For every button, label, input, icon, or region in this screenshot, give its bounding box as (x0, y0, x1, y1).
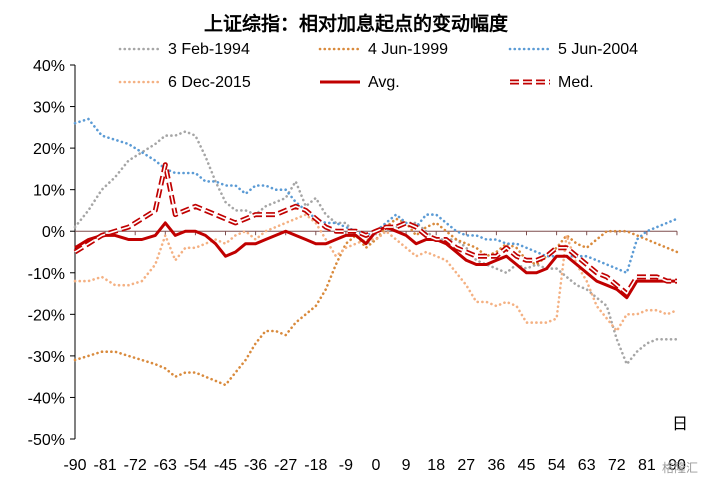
y-tick-label: 0% (42, 224, 65, 241)
y-axis: -50% -40% -30% -20% -10% 0% 10% 20% 30% 40% (28, 58, 75, 449)
x-tick-label: 27 (457, 457, 475, 474)
x-tick-label: -18 (304, 457, 327, 474)
legend-item: 5 Jun-2004 (508, 41, 638, 58)
y-tick-label: 40% (33, 58, 65, 75)
x-tick-label: -54 (184, 457, 207, 474)
legend-label: 5 Jun-2004 (558, 41, 638, 58)
x-tick-label: -63 (154, 457, 177, 474)
y-tick-label: -30% (28, 349, 65, 366)
x-tick-label: -90 (63, 457, 86, 474)
legend-item: Avg. (320, 74, 400, 91)
x-tick-label: 45 (518, 457, 536, 474)
y-tick-label: 20% (33, 141, 65, 158)
x-tick-label: 18 (427, 457, 445, 474)
series-line-4-jun-1999 (73, 217, 679, 387)
legend-item: 3 Feb-1994 (118, 41, 250, 58)
legend-label: 4 Jun-1999 (368, 41, 448, 58)
legend-label: 6 Dec-2015 (168, 74, 251, 91)
x-axis-unit: 日 (672, 414, 688, 433)
series-group (73, 117, 679, 387)
watermark: 格隆汇 (662, 460, 698, 475)
x-tick-label: 63 (578, 457, 596, 474)
x-tick-label: 72 (608, 457, 626, 474)
x-tick-label: 90 (668, 457, 686, 474)
x-tick-label: 54 (548, 457, 566, 474)
y-tick-label: -10% (28, 266, 65, 283)
y-tick-label: -20% (28, 307, 65, 324)
y-tick-label: -40% (28, 390, 65, 407)
legend-label: Med. (558, 74, 594, 91)
legend: 3 Feb-1994 4 Jun-1999 5 Jun-2004 6 Dec-2015… (118, 41, 638, 91)
legend-label: Avg. (368, 74, 400, 91)
x-tick-label: -36 (244, 457, 267, 474)
x-tick-label: -27 (274, 457, 297, 474)
legend-label: 3 Feb-1994 (168, 41, 250, 58)
chart-title: 上证综指：相对加息起点的变动幅度 (204, 12, 509, 35)
series-line-5-jun-2004 (73, 117, 679, 275)
legend-item: 4 Jun-1999 (318, 41, 448, 58)
series-line-med-inner (74, 163, 677, 295)
x-tick-label: -45 (214, 457, 237, 474)
y-tick-label: -50% (28, 432, 65, 449)
y-tick-label: 30% (33, 100, 65, 117)
x-tick-label: -81 (94, 457, 117, 474)
x-tick-label: 9 (402, 457, 411, 474)
x-tick-label: -72 (124, 457, 147, 474)
legend-item: Med. (510, 74, 594, 91)
x-axis: -90 -81 -72 -63 -54 -45 -36 -27 -18 -9 0 9 18 27 36 45 5… (63, 231, 686, 474)
legend-item: 6 Dec-2015 (118, 74, 251, 91)
series-line-6-dec-2015 (73, 213, 679, 333)
x-tick-label: 0 (372, 457, 381, 474)
x-tick-label: -9 (339, 457, 353, 474)
y-tick-label: 10% (33, 183, 65, 200)
x-tick-label: 36 (488, 457, 506, 474)
x-tick-label: 81 (638, 457, 656, 474)
